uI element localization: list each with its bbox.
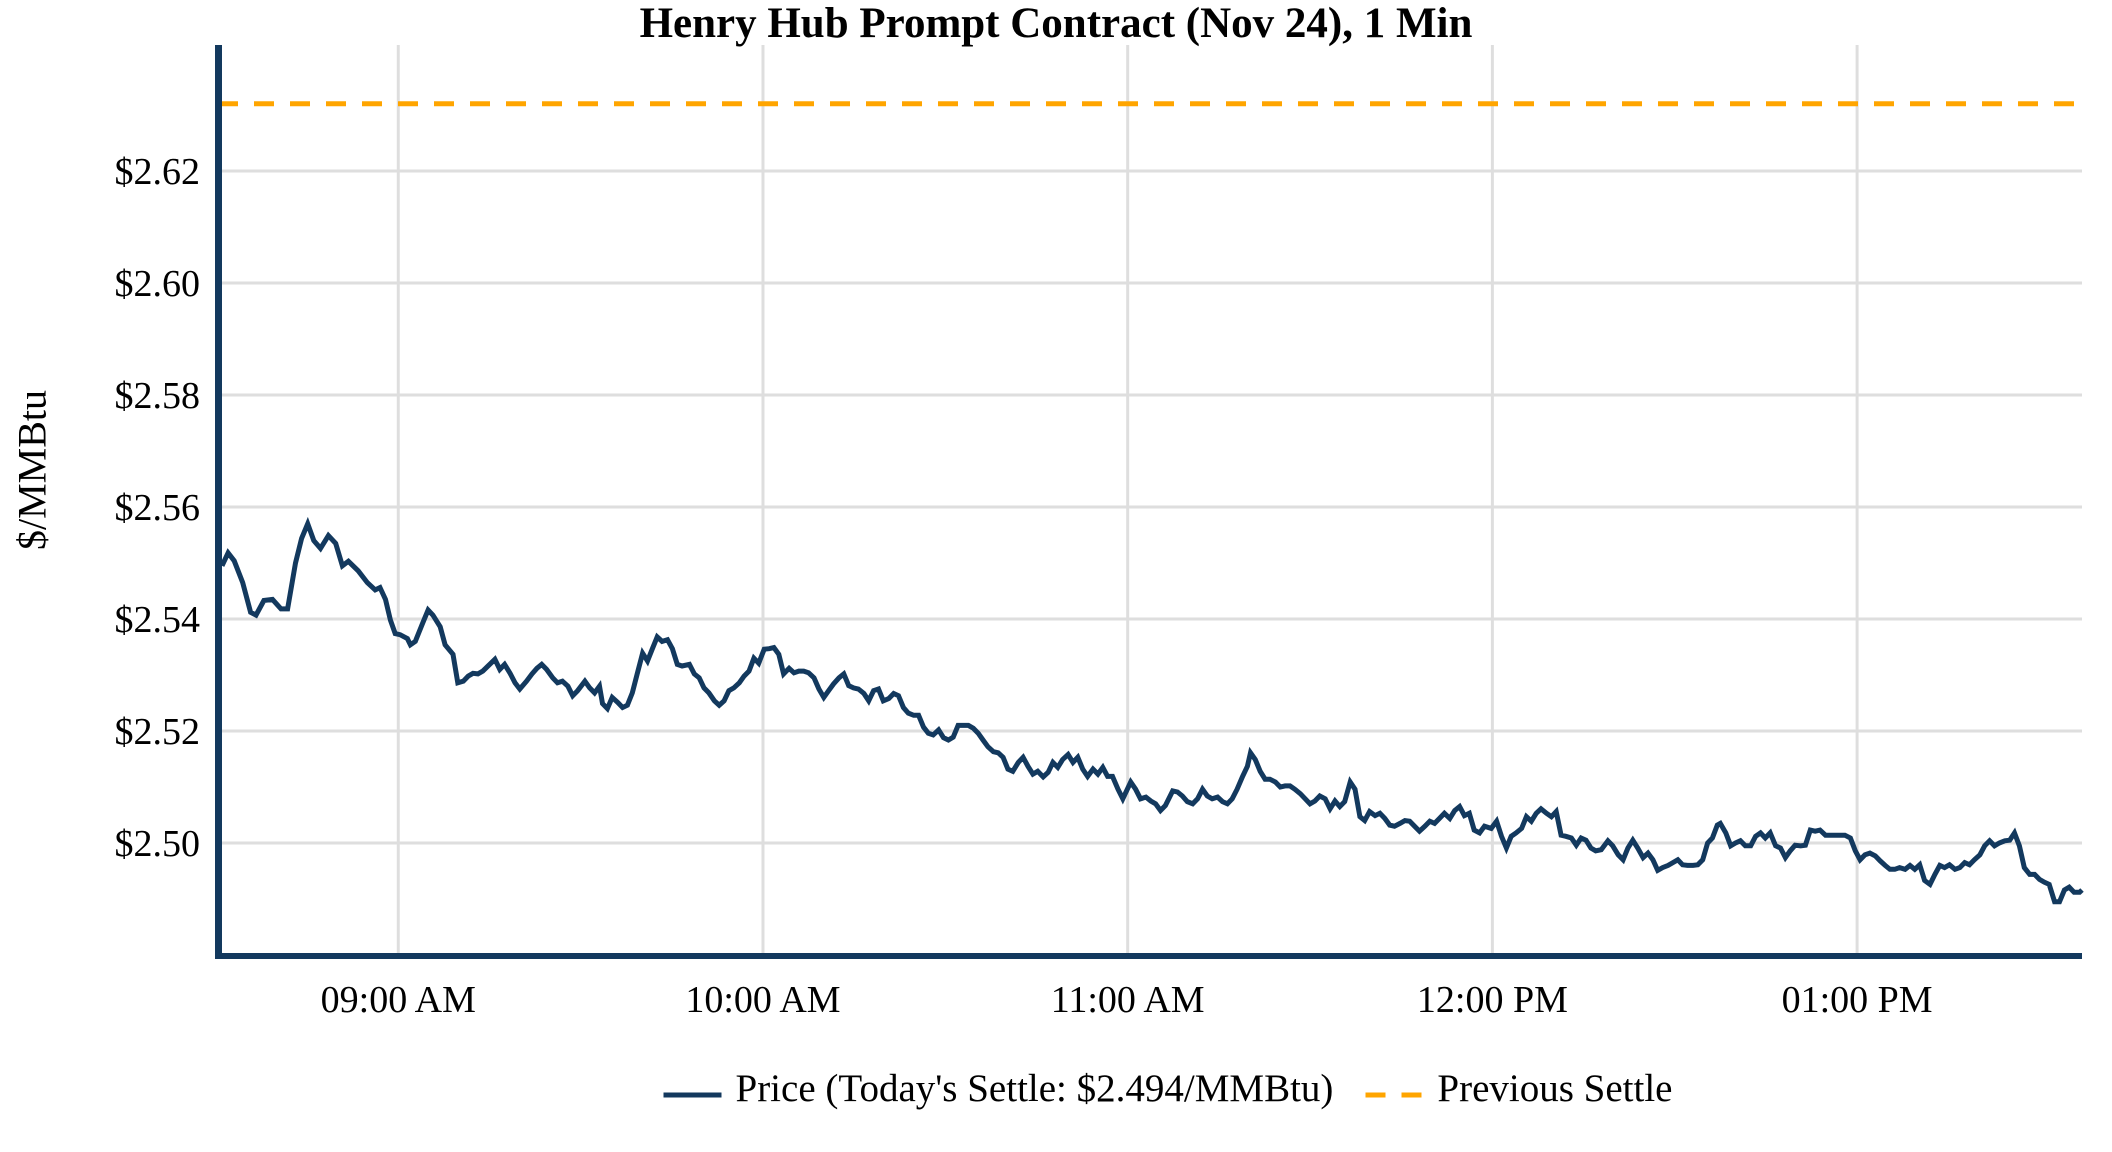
y-tick-label: $2.58 [115,375,201,417]
x-tick-label: 10:00 AM [685,979,840,1021]
price-line-swatch-icon [663,1066,722,1111]
y-tick-label: $2.60 [115,263,201,305]
previous-settle-dash-icon [1365,1066,1424,1111]
series-lines [218,101,2084,905]
x-tick-label: 09:00 AM [321,979,476,1021]
x-tick-label: 01:00 PM [1782,979,1933,1021]
y-tick-label: $2.52 [115,711,201,753]
y-tick-label: $2.50 [115,823,201,865]
axis-spines [215,45,2082,959]
tick-labels: $2.50 $2.52 $2.54 $2.56 $2.58 $2.60 $2.62 09:00… [115,151,1933,1021]
x-tick-label: 12:00 PM [1417,979,1568,1021]
y-tick-label: $2.56 [115,487,201,529]
y-tick-label: $2.62 [115,151,201,193]
x-tick-label: 11:00 AM [1051,979,1205,1021]
legend: Price (Today's Settle: $2.494/MMBtu) Pre… [663,1066,1673,1111]
legend-label-previous-settle: Previous Settle [1437,1067,1673,1110]
chart-title: Henry Hub Prompt Contract (Nov 24), 1 Mi… [639,0,1473,47]
y-tick-label: $2.54 [115,599,201,641]
price-line [219,516,2084,905]
legend-label-price: Price (Today's Settle: $2.494/MMBtu) [735,1067,1334,1110]
gridlines [215,45,2082,955]
